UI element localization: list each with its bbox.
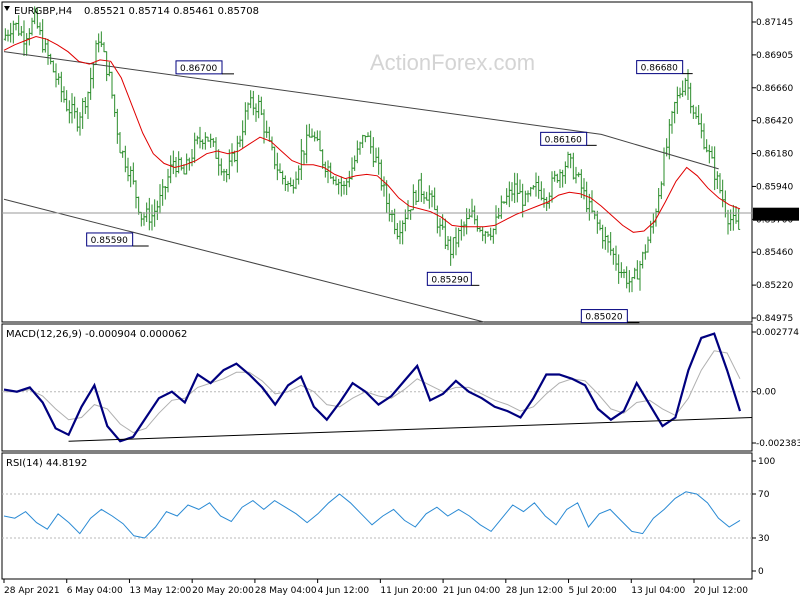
annotation-box (540, 131, 588, 146)
time-tick-label: 28 Jun 12:00 (506, 586, 563, 596)
price-tick-label: 0.85940 (756, 182, 793, 192)
lower-channel-line (3, 198, 485, 323)
price-axis: 0.87145 0.86905 0.86660 0.86420 0.86180 0.859… (752, 18, 793, 324)
annotation-label: 0.86680 (641, 64, 678, 74)
rsi-tick-label: 0 (758, 567, 764, 577)
annotation-label: 0.86160 (545, 135, 582, 145)
time-tick-label: 21 Jun 04:00 (443, 586, 500, 596)
rsi-axis: 100 70 30 0 (752, 457, 775, 577)
time-tick-label: 4 Jun 12:00 (318, 586, 370, 596)
time-tick-label: 20 Jul 12:00 (694, 586, 748, 596)
time-tick-label: 5 Jul 20:00 (569, 586, 618, 596)
ema-line (3, 35, 741, 233)
upper-channel-line (3, 51, 719, 170)
time-tick-label: 6 May 04:00 (67, 586, 123, 596)
rsi-panel-frame (1, 452, 753, 580)
macd-panel-frame (1, 323, 753, 452)
macd-tick-label: 0.00 (756, 388, 776, 398)
price-tick-label: 0.86905 (756, 51, 793, 61)
annotation-box (175, 60, 223, 75)
watermark-text: ActionForex.com (370, 50, 535, 75)
price-tick-label: 0.86420 (756, 117, 793, 127)
annotation-box (426, 271, 472, 286)
rsi-line (3, 491, 741, 539)
last-price-marker: 0.85708 (753, 207, 799, 221)
price-annotations: 0.86700 0.85590 0.85290 0.86160 0.85020 0.866… (86, 60, 693, 324)
time-tick-label: 20 May 20:00 (192, 586, 254, 596)
price-tick-label: 0.87145 (756, 18, 793, 28)
rsi-grid (2, 493, 752, 539)
macd-axis: 0.002774 0.00 -0.002383 (752, 328, 800, 449)
annotation-box (580, 309, 628, 324)
rsi-tick-label: 70 (758, 490, 770, 500)
last-price-box (753, 207, 799, 221)
annotation-label: 0.85590 (91, 236, 128, 246)
price-tick-label: 0.86180 (756, 150, 793, 160)
macd-tick-label: -0.002383 (756, 439, 800, 449)
last-price-label: 0.85708 (757, 211, 794, 221)
annotation-box (86, 232, 134, 247)
time-tick-label: 11 Jun 20:00 (380, 586, 437, 596)
time-tick-label: 13 Jul 04:00 (631, 586, 685, 596)
time-axis: 28 Apr 2021 6 May 04:00 13 May 12:00 20 May… (3, 579, 748, 596)
annotation-label: 0.85290 (431, 275, 468, 285)
symbol-label: EURGBP,H4 (14, 6, 72, 17)
ohlc-label: 0.85521 0.85714 0.85461 0.85708 (84, 6, 259, 17)
time-tick-label: 13 May 12:00 (129, 586, 191, 596)
rsi-tick-label: 100 (758, 457, 775, 467)
macd-tick-label: 0.002774 (756, 328, 799, 338)
header-triangle-icon (4, 6, 10, 11)
price-tick-label: 0.84975 (756, 314, 793, 324)
price-panel-frame (1, 1, 753, 323)
price-tick-label: 0.85220 (756, 281, 793, 291)
price-tick-label: 0.86660 (756, 84, 793, 94)
time-tick-label: 28 May 04:00 (255, 586, 317, 596)
channel-lines (2, 51, 752, 323)
rsi-title: RSI(14) 44.8192 (6, 458, 87, 469)
time-tick-label: 28 Apr 2021 (4, 586, 60, 596)
annotation-box (636, 60, 684, 75)
macd-title: MACD(12,26,9) -0.000904 0.000062 (6, 329, 187, 340)
price-header: EURGBP,H4 0.85521 0.85714 0.85461 0.8570… (4, 6, 259, 17)
annotation-label: 0.86700 (180, 64, 217, 74)
price-tick-label: 0.85460 (756, 248, 793, 258)
annotation-label: 0.85020 (585, 313, 622, 323)
rsi-tick-label: 30 (758, 534, 770, 544)
macd-trendline (68, 417, 753, 442)
macd-signal-line (4, 350, 741, 434)
